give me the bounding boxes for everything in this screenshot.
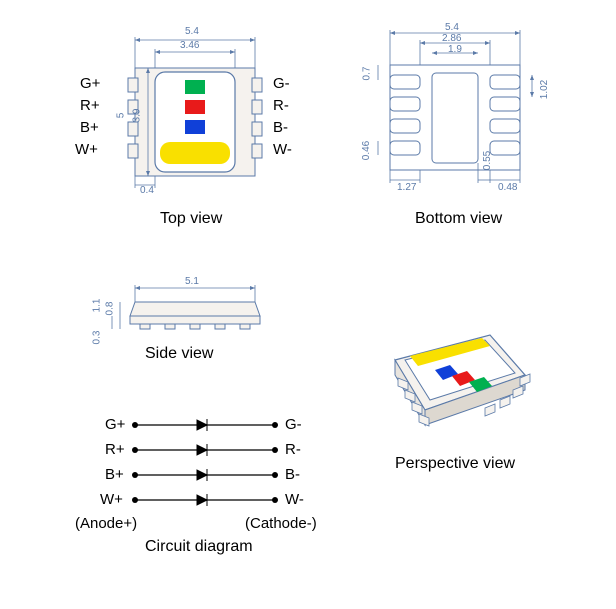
anode-label: (Anode+) — [75, 515, 137, 532]
bot-dim-w3: 1.9 — [448, 44, 462, 55]
bot-dim-d2: 0.48 — [498, 182, 517, 193]
circuit-drawing — [95, 410, 315, 530]
circuit-caption: Circuit diagram — [145, 538, 253, 556]
circ-wminus: W- — [285, 491, 304, 508]
circ-bminus: B- — [285, 466, 300, 483]
bot-dim-d3: 0.55 — [482, 151, 493, 170]
bot-dim-outer: 5.4 — [445, 22, 459, 33]
top-pin-rplus: R+ — [80, 97, 100, 114]
circ-bplus: B+ — [105, 466, 124, 483]
bot-dim-d1: 1.27 — [397, 182, 416, 193]
side-dim-h2: 0.8 — [104, 302, 115, 316]
top-pin-gplus: G+ — [80, 75, 100, 92]
circ-gplus: G+ — [105, 416, 125, 433]
top-pin-bminus: B- — [273, 119, 288, 136]
bot-dim-left: 0.46 — [361, 141, 372, 160]
side-view-drawing — [100, 280, 280, 340]
bot-dim-top: 0.7 — [361, 67, 372, 81]
circ-wplus: W+ — [100, 491, 123, 508]
top-dim-offset: 0.4 — [140, 185, 154, 196]
top-dim-outer-w: 5.4 — [185, 26, 199, 37]
top-dim-inner-w: 3.46 — [180, 40, 199, 51]
side-dim-h1: 1.1 — [91, 299, 102, 313]
top-pin-rminus: R- — [273, 97, 289, 114]
bot-dim-w2: 2.86 — [442, 33, 461, 44]
circ-rminus: R- — [285, 441, 301, 458]
perspective-caption: Perspective view — [395, 455, 515, 473]
top-pin-bplus: B+ — [80, 119, 99, 136]
side-view-caption: Side view — [145, 345, 213, 363]
circ-gminus: G- — [285, 416, 302, 433]
bottom-view-caption: Bottom view — [415, 210, 502, 228]
top-pin-wminus: W- — [273, 141, 292, 158]
side-dim-w: 5.1 — [185, 276, 199, 287]
top-view-caption: Top view — [160, 210, 222, 228]
cathode-label: (Cathode-) — [245, 515, 317, 532]
top-dim-side: 5 — [115, 113, 126, 119]
side-dim-h3: 0.3 — [91, 331, 102, 345]
circ-rplus: R+ — [105, 441, 125, 458]
top-pin-wplus: W+ — [75, 141, 98, 158]
top-pin-gminus: G- — [273, 75, 290, 92]
bot-dim-right: 1.02 — [539, 80, 550, 99]
top-dim-height: 3.9 — [131, 109, 142, 123]
perspective-drawing — [370, 300, 550, 460]
